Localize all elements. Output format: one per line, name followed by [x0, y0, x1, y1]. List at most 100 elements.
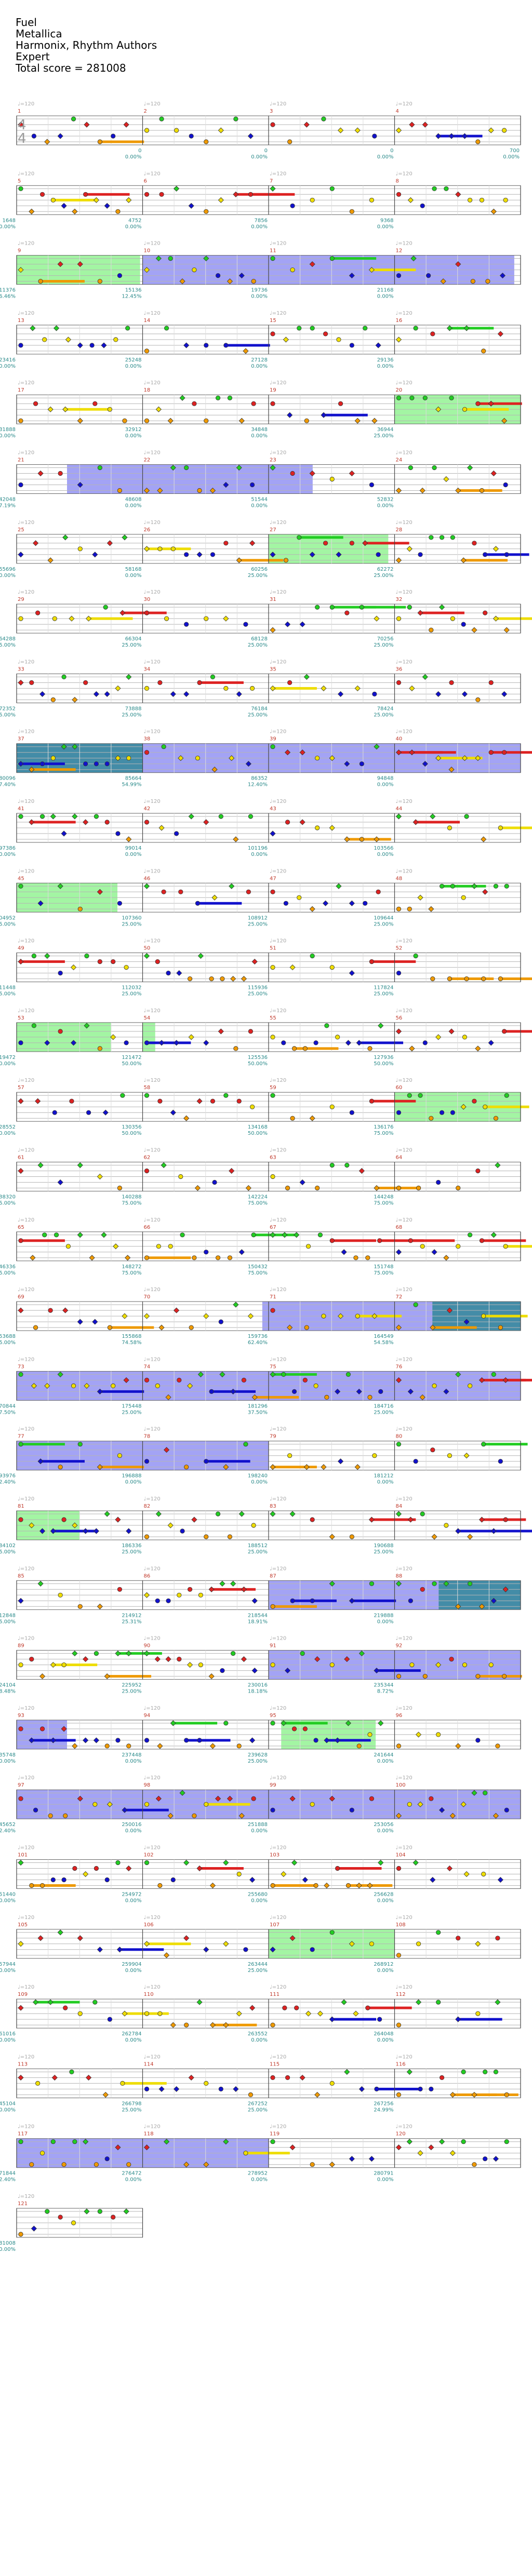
- measure-percent: 54.58%: [374, 1340, 393, 1346]
- measure-number: 58: [144, 1085, 151, 1091]
- measure-number: 93: [18, 1713, 24, 1719]
- hopo-note: [324, 1882, 330, 1889]
- hopo-note: [284, 749, 291, 756]
- note: [124, 1040, 129, 1045]
- note: [155, 1598, 160, 1603]
- sustain-tail: [197, 902, 242, 905]
- note: [50, 697, 56, 703]
- hopo-note: [115, 1517, 121, 1523]
- hopo-note: [203, 819, 209, 825]
- hopo-note: [284, 1668, 291, 1674]
- note: [18, 1372, 23, 1377]
- note: [144, 1860, 150, 1866]
- note: [39, 1883, 45, 1888]
- note: [396, 1110, 402, 1115]
- measure-percent: 0.00%: [377, 2037, 394, 2043]
- tempo-marking: ♩=120: [270, 799, 286, 804]
- hopo-note: [430, 1324, 436, 1331]
- measure-percent: 18.48%: [0, 1689, 16, 1695]
- note: [430, 331, 435, 337]
- hopo-note: [219, 1371, 225, 1377]
- measure-score: 153688: [0, 1334, 16, 1339]
- note: [39, 2151, 45, 2156]
- measure-percent: 0.00%: [125, 154, 142, 160]
- note: [472, 1098, 477, 1104]
- hopo-note: [83, 819, 89, 825]
- hopo-note: [158, 825, 165, 831]
- tempo-marking: ♩=120: [144, 311, 161, 316]
- hopo-note: [229, 755, 235, 761]
- measure-percent: 50.00%: [248, 1131, 268, 1136]
- tempo-marking: ♩=120: [270, 1427, 286, 1432]
- hopo-note: [29, 1737, 35, 1743]
- hopo-note: [395, 1580, 402, 1587]
- note: [248, 1029, 254, 1034]
- hopo-note: [211, 767, 218, 773]
- measure-score: 268912: [374, 1962, 393, 1967]
- note: [197, 488, 202, 493]
- tempo-marking: ♩=120: [270, 938, 286, 944]
- note: [97, 278, 102, 284]
- measure-score: 130356: [122, 1124, 141, 1130]
- note: [449, 680, 454, 686]
- hopo-note: [490, 1232, 497, 1238]
- tempo-marking: ♩=120: [18, 589, 34, 595]
- note: [122, 418, 127, 423]
- hopo-note: [77, 342, 83, 348]
- measure-score: 23416: [0, 357, 16, 363]
- note: [422, 1674, 428, 1679]
- note: [161, 889, 166, 894]
- note: [396, 906, 402, 911]
- hopo-note: [227, 1795, 233, 1802]
- tempo-marking: ♩=120: [270, 1566, 286, 1572]
- note: [31, 1023, 36, 1028]
- note: [111, 2215, 116, 2220]
- measure-percent: 37.50%: [0, 1410, 16, 1415]
- measure-number: 120: [396, 2131, 406, 2137]
- measure-number: 56: [396, 1015, 403, 1021]
- measure-score: 263444: [248, 1962, 268, 1967]
- measure-number: 53: [18, 1015, 24, 1021]
- hopo-note: [39, 1528, 46, 1534]
- hopo-note: [461, 755, 468, 761]
- hopo-note: [44, 1040, 50, 1046]
- measure-number: 6: [144, 178, 147, 184]
- note: [396, 1953, 402, 1958]
- measure-score: 198240: [248, 1473, 268, 1479]
- hopo-note: [443, 1388, 449, 1394]
- measure-number: 12: [396, 248, 403, 254]
- hopo-note: [208, 1586, 215, 1592]
- note: [481, 976, 486, 982]
- hopo-note: [270, 185, 276, 192]
- note: [204, 1459, 209, 1464]
- note: [456, 1185, 461, 1191]
- note: [439, 883, 445, 889]
- tempo-marking: ♩=120: [144, 1566, 161, 1572]
- note: [290, 471, 295, 476]
- measure-score: 148272: [122, 1264, 141, 1270]
- measure-number: 99: [270, 1782, 276, 1788]
- note: [304, 1325, 309, 1330]
- note: [413, 326, 418, 331]
- hopo-note: [440, 278, 446, 285]
- note: [300, 1651, 305, 1656]
- hopo-note: [143, 267, 150, 273]
- tempo-marking: ♩=120: [18, 1496, 34, 1502]
- note: [456, 1244, 461, 1249]
- hopo-note: [482, 889, 488, 895]
- hopo-note: [490, 1528, 497, 1534]
- measure-percent: 0.00%: [377, 1480, 394, 1485]
- hopo-note: [374, 615, 380, 622]
- note: [204, 2081, 209, 2086]
- staff-row: 77♩=12019397612.40%78♩=1201968880.00%79♩…: [0, 1427, 528, 1485]
- note: [29, 1657, 34, 1662]
- measure-percent: 0.00%: [377, 782, 394, 788]
- tempo-marking: ♩=120: [270, 868, 286, 874]
- note: [250, 1104, 255, 1109]
- hopo-note: [219, 1580, 225, 1587]
- note: [126, 1743, 131, 1749]
- note: [77, 2011, 83, 2016]
- staff-row: 53♩=12011947250.00%54♩=12012147250.00%55…: [0, 1008, 532, 1067]
- note: [223, 343, 229, 348]
- sustain-tail: [186, 1739, 231, 1742]
